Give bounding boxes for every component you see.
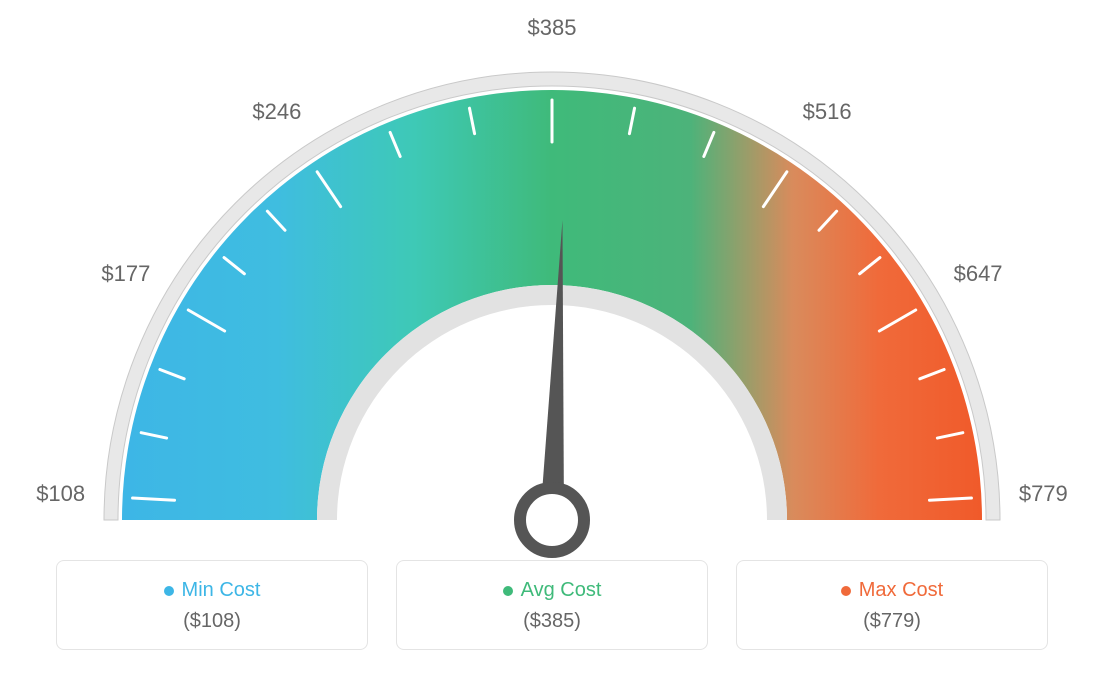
legend-title-avg: Avg Cost — [503, 579, 602, 602]
legend-card-avg: Avg Cost ($385) — [396, 560, 708, 650]
gauge-svg — [0, 0, 1104, 560]
legend-card-min: Min Cost ($108) — [56, 560, 368, 650]
legend-label-max: Max Cost — [859, 579, 943, 602]
legend-dot-max — [841, 586, 851, 596]
legend-dot-min — [164, 586, 174, 596]
scale-label: $108 — [36, 481, 85, 507]
legend-value-min: ($108) — [57, 610, 367, 633]
legend-label-avg: Avg Cost — [521, 579, 602, 602]
scale-label: $647 — [954, 261, 1003, 287]
legend-row: Min Cost ($108) Avg Cost ($385) Max Cost… — [0, 560, 1104, 670]
scale-label: $516 — [803, 99, 852, 125]
legend-title-min: Min Cost — [164, 579, 261, 602]
legend-label-min: Min Cost — [182, 579, 261, 602]
legend-value-max: ($779) — [737, 610, 1047, 633]
legend-dot-avg — [503, 586, 513, 596]
gauge-chart: $108 $177 $246 $385 $516 $647 $779 — [0, 0, 1104, 560]
legend-title-max: Max Cost — [841, 579, 943, 602]
scale-label: $177 — [101, 261, 150, 287]
scale-label: $385 — [528, 15, 577, 41]
scale-label: $246 — [252, 99, 301, 125]
legend-value-avg: ($385) — [397, 610, 707, 633]
scale-label: $779 — [1019, 481, 1068, 507]
legend-card-max: Max Cost ($779) — [736, 560, 1048, 650]
